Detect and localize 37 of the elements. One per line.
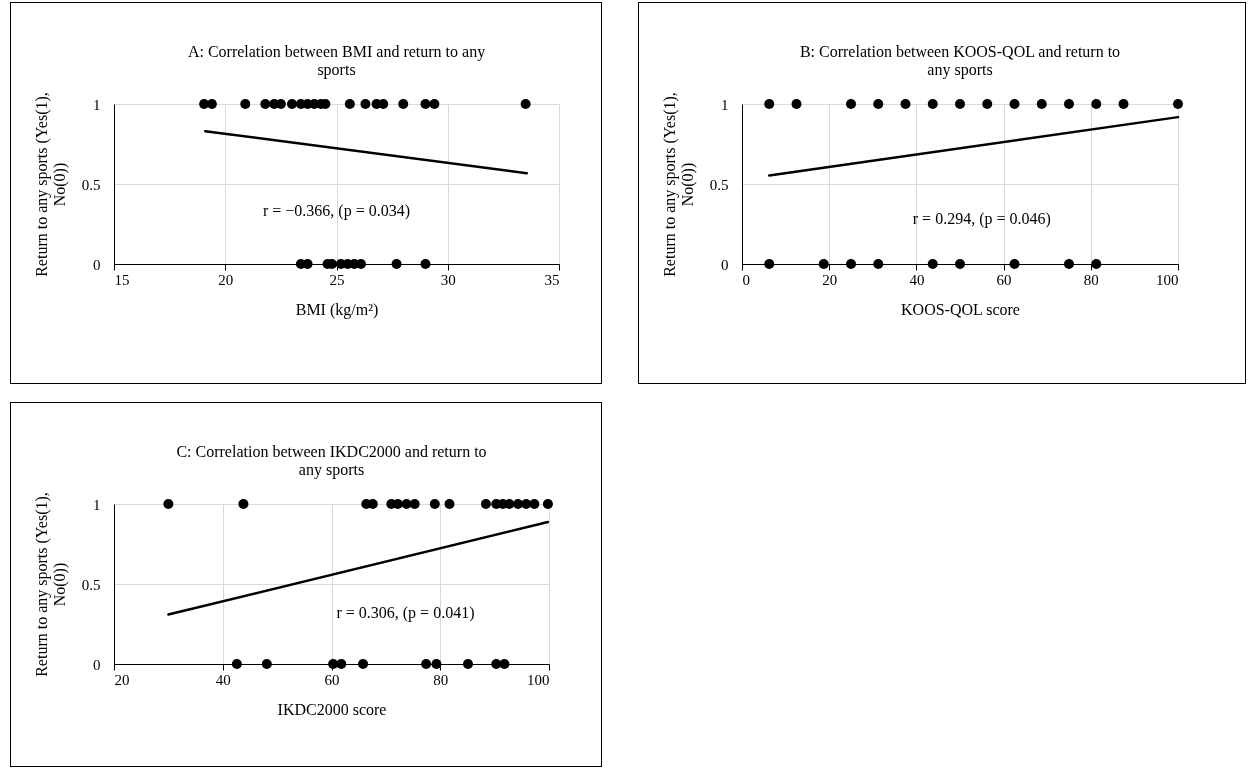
x-tick-label: 15	[114, 271, 130, 288]
x-tick-label: 20	[822, 271, 838, 288]
x-tick-label: 80	[1083, 271, 1099, 288]
chart-title: A: Correlation between BMI and return to any sports	[187, 42, 486, 79]
x-tick-label: 80	[433, 671, 449, 688]
x-tick-label: 60	[324, 671, 340, 688]
x-axis-title: BMI (kg/m²)	[295, 300, 379, 319]
y-tick-label: 1	[93, 496, 101, 513]
y-tick-label: 0.5	[81, 176, 101, 193]
x-tick-label: 100	[1156, 271, 1179, 288]
x-tick-label: 20	[218, 271, 234, 288]
x-tick-label: 20	[114, 671, 130, 688]
chart-title: B: Correlation between KOOS-QOL and return to any sports	[799, 42, 1121, 79]
y-tick-label: 0	[93, 656, 101, 673]
y-tick-label: 0.5	[709, 176, 729, 193]
y-axis-title: Return to any sports (Yes(1), No(0))	[660, 92, 697, 277]
y-tick-label: 0	[721, 256, 729, 273]
x-axis-title: IKDC2000 score	[277, 700, 387, 718]
x-tick-label: 100	[527, 671, 550, 688]
x-tick-label: 60	[996, 271, 1012, 288]
annotation: r = 0.294, (p = 0.046)	[912, 210, 1051, 229]
chart-title: C: Correlation between IKDC2000 and return to any sports	[176, 442, 487, 479]
y-tick-label: 0.5	[81, 576, 101, 593]
x-tick-label: 30	[440, 271, 456, 288]
y-tick-label: 0	[93, 256, 101, 273]
y-axis-title: Return to any sports (Yes(1), No(0))	[32, 492, 69, 677]
x-tick-label: 25	[329, 271, 345, 288]
x-tick-label: 35	[544, 271, 560, 288]
x-tick-label: 0	[742, 271, 750, 288]
x-tick-label: 40	[909, 271, 925, 288]
annotation: r = 0.306, (p = 0.041)	[336, 603, 475, 622]
y-axis-title: Return to any sports (Yes(1), No(0))	[32, 92, 69, 277]
y-tick-label: 1	[721, 96, 729, 113]
x-axis-title: KOOS-QOL score	[901, 300, 1020, 318]
x-tick-label: 40	[215, 671, 231, 688]
annotation: r = −0.366, (p = 0.034)	[262, 202, 411, 221]
y-tick-label: 1	[93, 96, 101, 113]
